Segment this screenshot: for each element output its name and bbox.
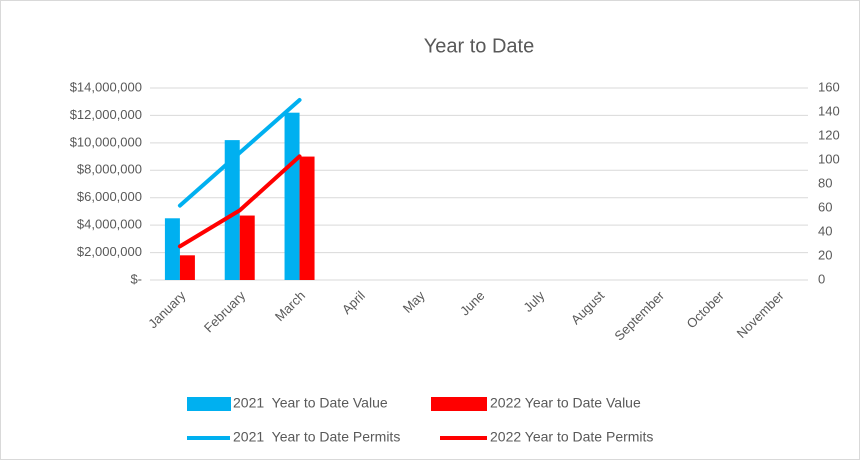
y2-tick-label: 40 [818, 223, 832, 238]
y-tick-label: $2,000,000 [77, 244, 142, 259]
legend-label: 2021 Year to Date Permits [233, 429, 400, 445]
y-tick-label: $8,000,000 [77, 162, 142, 177]
legend-label: 2022 Year to Date Permits [490, 429, 653, 445]
chart-title: Year to Date [424, 35, 534, 57]
bar [299, 156, 315, 280]
bar [164, 218, 180, 280]
y-tick-label: $10,000,000 [70, 134, 142, 149]
bar [239, 215, 255, 280]
bar [224, 140, 240, 280]
legend-label: 2021 Year to Date Value [233, 395, 388, 411]
y2-tick-label: 80 [818, 175, 832, 190]
y-tick-label: $4,000,000 [77, 217, 142, 232]
legend-swatch [431, 397, 487, 411]
y-tick-label: $- [130, 271, 142, 286]
bar [179, 255, 195, 280]
legend-swatch [187, 397, 231, 411]
line-series [177, 98, 302, 208]
line-series [177, 154, 302, 249]
y2-tick-label: 0 [818, 271, 825, 286]
legend-label: 2022 Year to Date Value [490, 395, 641, 411]
y2-tick-label: 140 [818, 103, 840, 118]
y2-tick-label: 120 [818, 127, 840, 142]
y-tick-label: $6,000,000 [77, 189, 142, 204]
bar [284, 112, 300, 280]
y2-tick-label: 160 [818, 79, 840, 94]
y-tick-label: $14,000,000 [70, 79, 142, 94]
y-tick-label: $12,000,000 [70, 107, 142, 122]
y2-tick-label: 100 [818, 151, 840, 166]
y2-tick-label: 20 [818, 247, 832, 262]
y2-tick-label: 60 [818, 199, 832, 214]
